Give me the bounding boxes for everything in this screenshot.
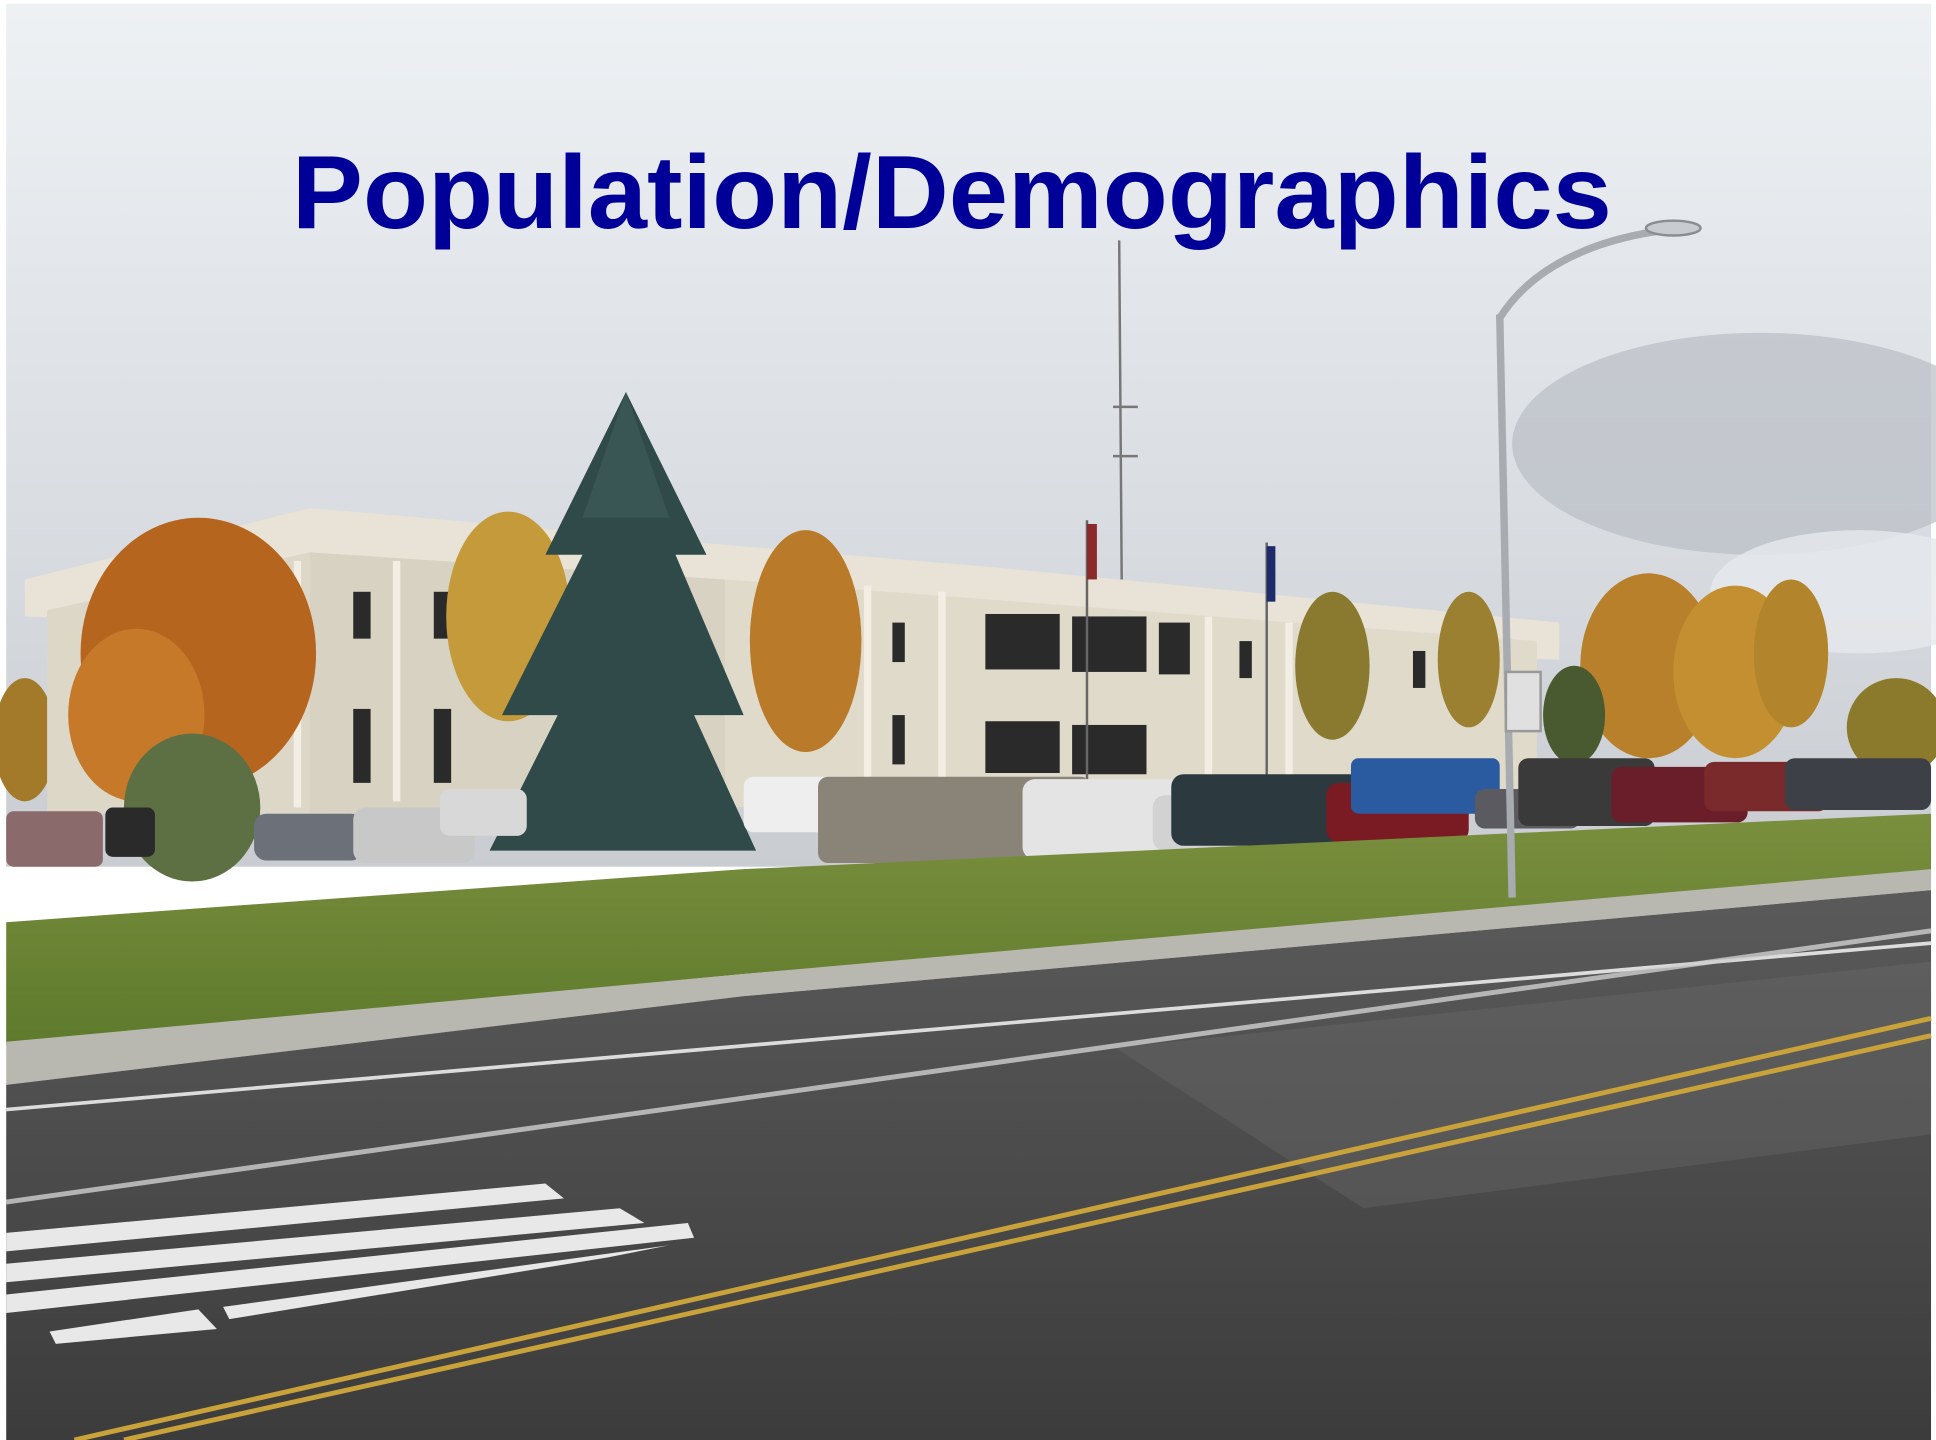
slide: Population/Demographics (() => { const d… xyxy=(0,0,1936,1440)
street-lamp-part xyxy=(1646,221,1701,236)
street-lamp-part xyxy=(1506,672,1541,731)
building-part-part xyxy=(892,623,904,662)
building-part xyxy=(1087,524,1097,579)
building-part xyxy=(1267,546,1276,601)
cars-part xyxy=(105,808,155,857)
background-trees-part xyxy=(1754,579,1828,727)
building-part-part xyxy=(892,715,904,764)
building-part-part xyxy=(1413,651,1425,688)
trees-part xyxy=(1438,592,1500,728)
building-part-part xyxy=(1239,641,1251,678)
slide-canvas: Population/Demographics xyxy=(0,0,1936,1440)
building-part-part xyxy=(434,709,451,783)
cars-part xyxy=(440,789,527,836)
cars-part xyxy=(254,814,363,861)
building-part-part xyxy=(985,614,1059,669)
page: Slide {"title": "Population/Demographics… xyxy=(0,0,1936,1440)
trees-part xyxy=(1295,592,1369,740)
building-part-part xyxy=(1072,725,1146,774)
cars-part xyxy=(6,811,103,866)
background-trees-part xyxy=(1543,666,1605,765)
slide-title: Population/Demographics xyxy=(292,135,1612,251)
trees-part xyxy=(750,530,862,752)
building-part-part xyxy=(353,709,370,783)
cars-part xyxy=(1785,758,1931,810)
building-part-part xyxy=(1072,616,1146,671)
building-part-part xyxy=(353,592,370,639)
building-part-part xyxy=(985,721,1059,773)
building-part-part xyxy=(1159,623,1190,675)
